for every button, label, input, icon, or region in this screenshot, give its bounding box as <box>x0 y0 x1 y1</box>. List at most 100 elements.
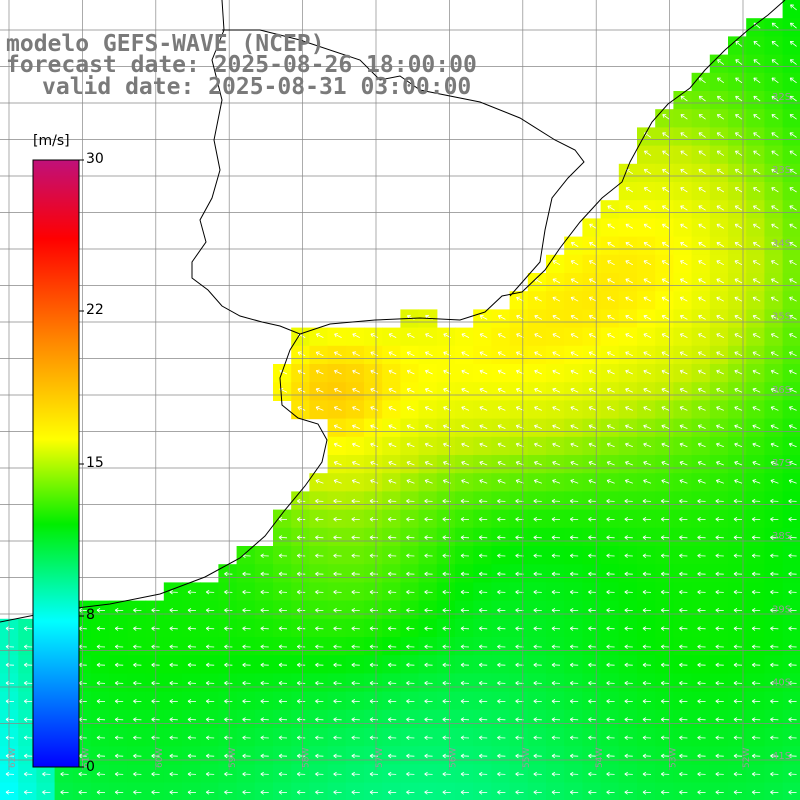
wind-arrow <box>751 699 761 704</box>
wind-arrow <box>642 517 652 522</box>
wind-cell <box>673 182 693 201</box>
wind-arrow <box>716 260 724 266</box>
wind-arrow <box>424 790 433 795</box>
wind-cell <box>382 418 401 438</box>
wind-arrow <box>278 717 288 722</box>
wind-arrow <box>771 278 779 284</box>
wind-arrow <box>570 260 579 266</box>
wind-arrow <box>717 59 725 65</box>
wind-cell <box>327 473 347 492</box>
lon-label: 56W <box>448 748 458 768</box>
wind-arrow <box>661 460 670 466</box>
wind-cell <box>764 291 784 310</box>
wind-arrow <box>133 680 142 686</box>
wind-arrow <box>23 626 33 631</box>
wind-arrow <box>187 662 197 668</box>
wind-cell <box>746 291 765 310</box>
wind-arrow <box>716 150 725 156</box>
wind-cell <box>546 400 565 420</box>
wind-arrow <box>570 333 579 338</box>
wind-arrow <box>660 680 670 686</box>
wind-arrow <box>770 644 779 650</box>
wind-arrow <box>388 406 397 411</box>
wind-cell <box>291 382 310 401</box>
wind-cell <box>600 418 620 438</box>
wind-cell <box>618 418 638 438</box>
wind-arrow <box>497 753 506 759</box>
wind-arrow <box>461 369 470 375</box>
wind-arrow <box>735 132 743 138</box>
wind-arrow <box>771 168 779 175</box>
wind-arrow <box>260 753 269 759</box>
wind-arrow <box>679 314 688 320</box>
wind-arrow <box>662 205 670 211</box>
wind-arrow <box>679 333 688 338</box>
wind-arrow <box>697 498 706 504</box>
wind-arrow <box>369 717 379 722</box>
wind-arrow <box>515 662 524 668</box>
wind-arrow <box>698 132 706 138</box>
wind-cell <box>673 327 693 347</box>
wind-cell <box>382 400 401 420</box>
wind-cell <box>509 418 529 438</box>
wind-arrow <box>296 717 306 722</box>
wind-arrow <box>369 680 379 686</box>
wind-arrow <box>333 424 342 429</box>
wind-arrow <box>425 369 433 375</box>
wind-arrow <box>242 644 251 650</box>
wind-arrow <box>151 790 160 795</box>
wind-arrow <box>461 351 470 357</box>
wind-cell <box>382 382 401 401</box>
wind-arrow <box>697 662 706 668</box>
wind-cell <box>418 436 438 456</box>
wind-arrow <box>315 753 324 759</box>
wind-arrow <box>406 753 415 759</box>
wind-arrow <box>697 735 706 741</box>
wind-arrow <box>260 790 269 795</box>
wind-cell <box>728 254 747 274</box>
wind-arrow <box>334 333 342 338</box>
wind-arrow <box>114 608 124 613</box>
wind-arrow <box>716 387 724 393</box>
wind-cell <box>782 127 800 147</box>
wind-arrow <box>643 278 652 284</box>
wind-arrow <box>697 387 706 393</box>
wind-arrow <box>515 442 524 448</box>
wind-cell <box>382 455 401 474</box>
wind-arrow <box>752 241 761 247</box>
wind-cell <box>673 400 693 420</box>
wind-arrow <box>133 771 142 777</box>
wind-cell <box>600 455 620 474</box>
wind-arrow <box>369 771 379 777</box>
wind-arrow <box>788 387 797 393</box>
wind-arrow <box>788 424 797 429</box>
lon-label: 53W <box>669 748 679 768</box>
wind-arrow <box>387 553 397 559</box>
wind-arrow <box>315 351 324 357</box>
wind-cell <box>728 200 747 219</box>
wind-arrow <box>96 753 106 759</box>
wind-cell <box>637 782 656 800</box>
wind-arrow <box>679 608 688 613</box>
wind-arrow <box>716 406 724 411</box>
wind-cell <box>564 236 583 256</box>
lon-label: 55W <box>522 748 532 768</box>
wind-cell <box>673 418 693 438</box>
wind-arrow <box>751 771 761 777</box>
wind-arrow <box>771 223 779 229</box>
wind-arrow <box>771 241 779 247</box>
wind-cell <box>691 182 711 201</box>
wind-arrow <box>642 771 652 777</box>
wind-arrow <box>752 369 761 375</box>
wind-arrow <box>660 626 670 631</box>
wind-arrow <box>624 680 633 686</box>
colorbar-label-22: 22 <box>86 302 104 318</box>
wind-cell <box>637 327 656 347</box>
wind-arrow <box>551 699 561 704</box>
wind-cell <box>491 418 511 438</box>
wind-arrow <box>278 589 288 595</box>
wind-arrow <box>515 699 524 704</box>
wind-arrow <box>369 626 379 631</box>
wind-cell <box>764 36 784 56</box>
wind-arrow <box>114 753 124 759</box>
